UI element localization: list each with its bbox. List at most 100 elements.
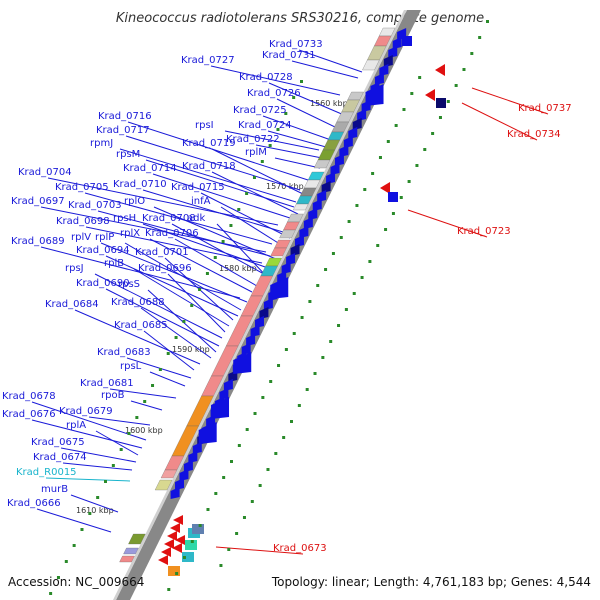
gene-label[interactable]: Krad_0716: [98, 111, 152, 122]
gene-block[interactable]: [279, 229, 296, 239]
gene-label[interactable]: Krad_0683: [97, 347, 151, 358]
gene-block[interactable]: [436, 98, 446, 108]
gene-label[interactable]: Krad_0734: [507, 129, 561, 140]
gene-block[interactable]: [154, 479, 173, 491]
forward-gene-arrow[interactable]: [365, 84, 384, 106]
gene-block[interactable]: [402, 36, 412, 46]
gene-label[interactable]: Krad_0727: [181, 55, 235, 66]
reverse-gene-arrow[interactable]: [170, 523, 180, 533]
gene-label[interactable]: Krad_0675: [31, 437, 85, 448]
gene-label[interactable]: rplV: [71, 232, 91, 243]
gene-label[interactable]: Krad_0714: [123, 163, 177, 174]
gene-label[interactable]: Krad_0701: [135, 247, 189, 258]
forward-gene-arrow[interactable]: [233, 352, 252, 374]
gene-label[interactable]: rpsI: [195, 120, 214, 131]
gene-label[interactable]: murB: [41, 484, 68, 495]
forward-gene-arrow[interactable]: [299, 226, 309, 238]
gene-block[interactable]: [192, 524, 204, 534]
gene-label[interactable]: Krad_0726: [247, 88, 301, 99]
forward-gene-arrow[interactable]: [250, 325, 260, 337]
gene-block[interactable]: [119, 555, 135, 563]
gene-label[interactable]: Krad_0689: [11, 236, 65, 247]
gene-block[interactable]: [182, 552, 194, 562]
reverse-gene-arrow[interactable]: [167, 531, 177, 541]
gene-label[interactable]: Krad_0690: [76, 278, 130, 289]
gene-label[interactable]: Krad_0685: [114, 320, 168, 331]
forward-gene-arrow[interactable]: [198, 422, 217, 444]
gene-label[interactable]: Krad_0678: [2, 391, 56, 402]
gene-label[interactable]: Krad_0679: [59, 406, 113, 417]
forward-gene-arrow[interactable]: [339, 145, 349, 157]
gene-label[interactable]: Krad_0704: [18, 167, 72, 178]
gene-label[interactable]: rpsJ: [65, 263, 84, 274]
gene-label[interactable]: Krad_0698: [56, 216, 110, 227]
gene-label[interactable]: Krad_0731: [262, 50, 316, 61]
reverse-gene-arrow[interactable]: [425, 89, 435, 101]
gene-label[interactable]: Krad_0718: [182, 161, 236, 172]
gene-block[interactable]: [185, 540, 197, 550]
gene-block[interactable]: [160, 469, 178, 479]
gene-label[interactable]: adk: [187, 213, 205, 224]
forward-gene-arrow[interactable]: [303, 217, 313, 229]
forward-gene-arrow[interactable]: [281, 262, 291, 274]
gene-block[interactable]: [128, 533, 146, 545]
gene-block[interactable]: [388, 192, 398, 202]
gene-label[interactable]: rplP: [95, 232, 114, 243]
forward-gene-arrow[interactable]: [317, 190, 327, 202]
forward-gene-arrow[interactable]: [246, 334, 256, 346]
gene-label[interactable]: rplM: [245, 147, 267, 158]
gene-label[interactable]: Krad_0676: [2, 409, 56, 420]
gene-label[interactable]: Krad_0733: [269, 39, 323, 50]
gene-block[interactable]: [313, 159, 331, 169]
gene-label[interactable]: Krad_0705: [55, 182, 109, 193]
gene-block[interactable]: [123, 547, 139, 555]
forward-gene-arrow[interactable]: [188, 451, 198, 463]
forward-gene-arrow[interactable]: [241, 343, 251, 355]
reverse-gene-arrow[interactable]: [175, 535, 185, 545]
gene-label[interactable]: Krad_0725: [233, 105, 287, 116]
gene-label[interactable]: Krad_0684: [45, 299, 99, 310]
gene-label[interactable]: Krad_0673: [273, 543, 327, 554]
gene-label[interactable]: rpmJ: [90, 138, 113, 149]
gene-label[interactable]: rpsS: [118, 279, 140, 290]
forward-gene-arrow[interactable]: [211, 397, 230, 419]
reverse-gene-arrow[interactable]: [435, 64, 445, 76]
gene-label[interactable]: rpoB: [101, 390, 125, 401]
gene-label[interactable]: Krad_0697: [11, 196, 65, 207]
forward-gene-arrow[interactable]: [330, 163, 340, 175]
forward-gene-arrow[interactable]: [352, 118, 362, 130]
forward-gene-arrow[interactable]: [312, 199, 322, 211]
forward-gene-arrow[interactable]: [223, 379, 233, 391]
forward-gene-arrow[interactable]: [388, 46, 398, 58]
forward-gene-arrow[interactable]: [379, 64, 389, 76]
gene-block[interactable]: [270, 247, 287, 257]
gene-label[interactable]: Krad_0728: [239, 72, 293, 83]
gene-label[interactable]: Krad_0688: [111, 297, 165, 308]
gene-label[interactable]: Krad_0696: [138, 263, 192, 274]
reverse-gene-arrow[interactable]: [172, 543, 182, 553]
gene-label[interactable]: Krad_0674: [33, 452, 87, 463]
gene-block[interactable]: [168, 566, 180, 576]
gene-label[interactable]: Krad_0719: [182, 138, 236, 149]
forward-gene-arrow[interactable]: [219, 388, 229, 400]
gene-label[interactable]: Krad_0737: [518, 103, 572, 114]
gene-block[interactable]: [362, 59, 380, 71]
gene-label[interactable]: infA: [191, 196, 211, 207]
forward-gene-arrow[interactable]: [192, 442, 202, 454]
forward-gene-arrow[interactable]: [392, 37, 402, 49]
forward-gene-arrow[interactable]: [343, 136, 353, 148]
gene-label[interactable]: rplX: [120, 228, 140, 239]
reverse-gene-arrow[interactable]: [158, 555, 168, 565]
forward-gene-arrow[interactable]: [308, 208, 318, 220]
reverse-gene-arrow[interactable]: [173, 515, 183, 525]
gene-label[interactable]: Krad_R0015: [16, 467, 77, 478]
forward-gene-arrow[interactable]: [357, 109, 367, 121]
gene-label[interactable]: Krad_0723: [457, 226, 511, 237]
gene-label[interactable]: Krad_0717: [96, 125, 150, 136]
gene-label[interactable]: Krad_0722: [226, 134, 280, 145]
gene-label[interactable]: rplA: [66, 420, 86, 431]
forward-gene-arrow[interactable]: [321, 181, 331, 193]
forward-gene-arrow[interactable]: [170, 487, 180, 499]
gene-label[interactable]: Krad_0724: [238, 120, 292, 131]
gene-label[interactable]: Krad_0666: [7, 498, 61, 509]
